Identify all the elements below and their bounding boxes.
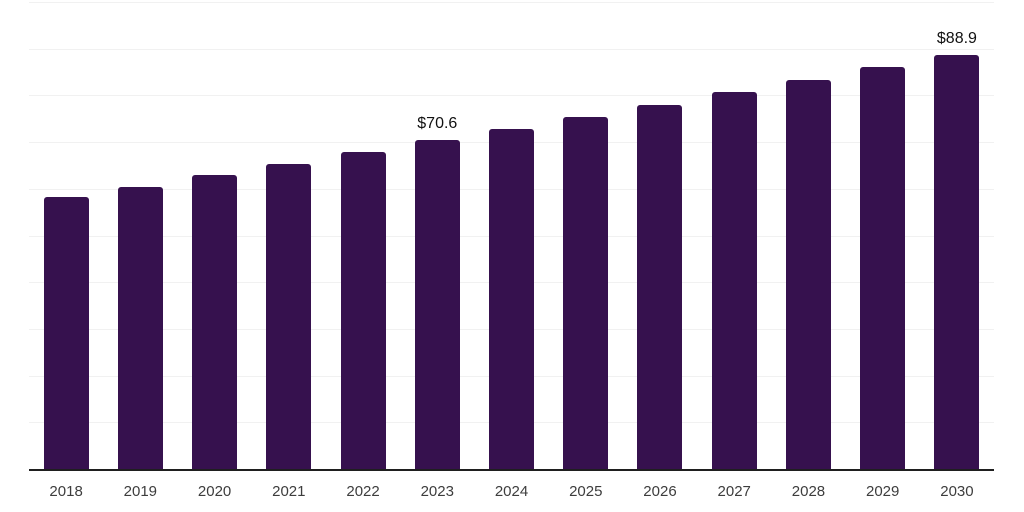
x-tick-label-2024: 2024 (494, 483, 529, 500)
bar-2030 (934, 54, 980, 470)
plot-area: $70.6 $88.9 (29, 2, 994, 471)
gridline (29, 95, 994, 97)
x-tick-label-2026: 2026 (643, 483, 677, 500)
bar-2027 (711, 92, 757, 470)
bar-band-2029 (846, 3, 920, 470)
x-tick-label-2023: 2023 (420, 483, 454, 500)
bar-band-2030: $88.9 (920, 3, 994, 470)
x-tick-label-2029: 2029 (866, 483, 900, 500)
bar-2024 (489, 128, 535, 470)
bar-band-2027 (697, 3, 771, 470)
x-tick-label-2027: 2027 (717, 483, 751, 500)
bar-2019 (117, 186, 163, 470)
x-tick-label-2018: 2018 (49, 483, 83, 500)
bar-band-2021 (252, 3, 326, 470)
x-tick-label-2025: 2025 (569, 483, 603, 500)
x-tick-label-2021: 2021 (272, 483, 306, 500)
x-tick-label-2022: 2022 (346, 483, 380, 500)
bar-2018 (43, 197, 89, 470)
data-label-2023: $70.6 (417, 115, 458, 133)
bar-2025 (563, 116, 609, 470)
bar-2028 (785, 79, 831, 470)
bar-band-2025 (549, 3, 623, 470)
bar-2026 (637, 104, 683, 470)
bar-band-2023: $70.6 (400, 3, 474, 470)
x-axis-labels: 2018 2019 2020 2021 2022 2023 2024 2025 2026 2027… (29, 471, 994, 505)
bar-2020 (192, 174, 238, 470)
bar-band-2022 (326, 3, 400, 470)
bar-2023 (414, 140, 460, 470)
bar-2021 (266, 163, 312, 470)
bar-band-2024 (474, 3, 548, 470)
gridline (29, 48, 994, 50)
x-tick-label-2028: 2028 (791, 483, 826, 500)
bar-band-2019 (103, 3, 177, 470)
x-tick-label-2030: 2030 (940, 483, 974, 500)
bar-2029 (860, 67, 906, 470)
data-label-2030: $88.9 (936, 29, 977, 47)
gridline (29, 2, 994, 3)
x-tick-label-2019: 2019 (123, 483, 158, 500)
bar-band-2028 (771, 3, 845, 470)
x-tick-label-2020: 2020 (197, 483, 232, 500)
bar-band-2020 (177, 3, 251, 470)
bar-band-2026 (623, 3, 697, 470)
bar-2022 (340, 152, 386, 470)
bar-band-2018 (29, 3, 103, 470)
bars: $70.6 $88.9 (29, 3, 994, 470)
x-axis-line (29, 469, 994, 471)
